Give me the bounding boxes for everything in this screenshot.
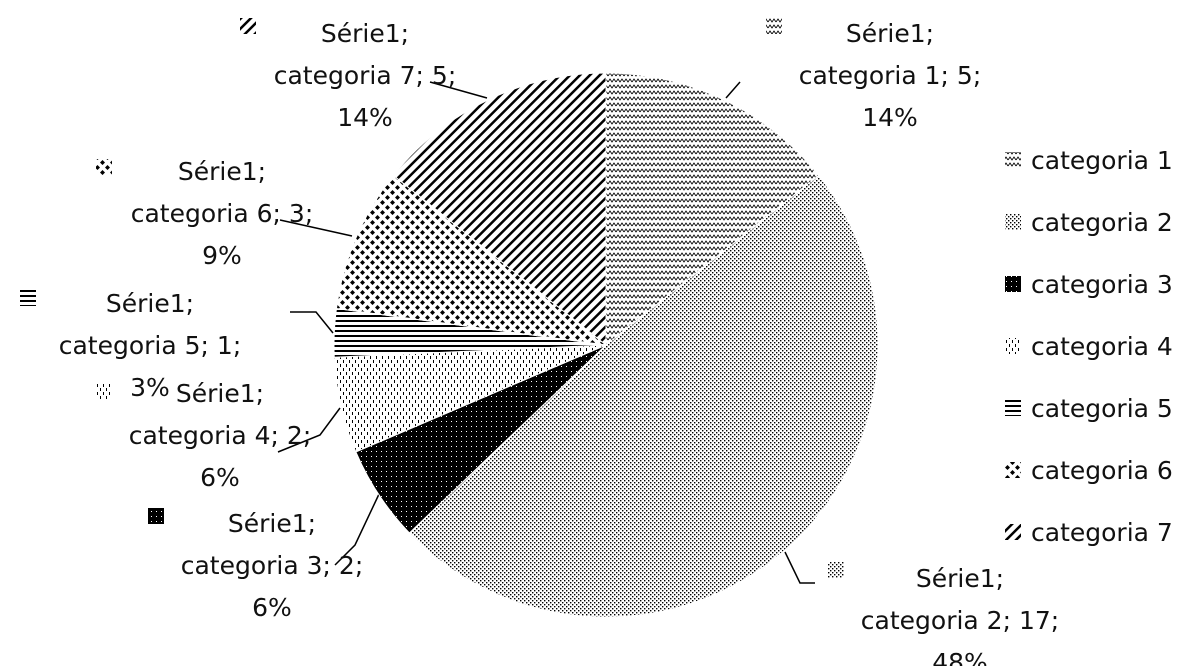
legend-swatch — [1005, 400, 1021, 416]
label-marker — [96, 159, 112, 175]
data-label: Série1; categoria 3; 2; 6% — [181, 509, 364, 622]
legend-swatch — [1005, 462, 1021, 478]
leader-lines — [277, 81, 815, 584]
legend-swatch — [1005, 214, 1021, 230]
label-marker — [240, 18, 256, 34]
data-label: Série1; categoria 4; 2; 6% — [129, 379, 312, 492]
legend-swatch — [1005, 338, 1021, 354]
data-label: Série1; categoria 2; 17; 48% — [861, 564, 1059, 666]
legend-label: categoria 2 — [1031, 208, 1173, 237]
data-label: Série1; categoria 1; 5; 14% — [799, 19, 982, 132]
legend-swatch — [1005, 276, 1021, 292]
pie-slice — [392, 72, 607, 347]
pie-slice — [605, 72, 820, 347]
legend-label: categoria 1 — [1031, 146, 1173, 175]
legend-label: categoria 6 — [1031, 456, 1173, 485]
label-marker — [828, 562, 844, 578]
legend-swatch — [1005, 152, 1021, 168]
legend-label: categoria 7 — [1031, 518, 1173, 547]
label-marker — [766, 18, 782, 34]
pie-slice — [408, 174, 879, 618]
legend-swatch — [1005, 524, 1021, 540]
label-marker — [20, 290, 36, 306]
data-label: Série1; categoria 5; 1; 3% — [59, 289, 242, 402]
label-marker — [96, 384, 112, 400]
legend-label: categoria 5 — [1031, 394, 1173, 423]
data-label: Série1; categoria 7; 5; 14% — [274, 19, 457, 132]
legend-label: categoria 4 — [1031, 332, 1173, 361]
legend-label: categoria 3 — [1031, 270, 1173, 299]
data-label: Série1; categoria 6; 3; 9% — [131, 157, 314, 270]
label-marker — [148, 508, 164, 524]
pie-slice — [335, 174, 608, 346]
